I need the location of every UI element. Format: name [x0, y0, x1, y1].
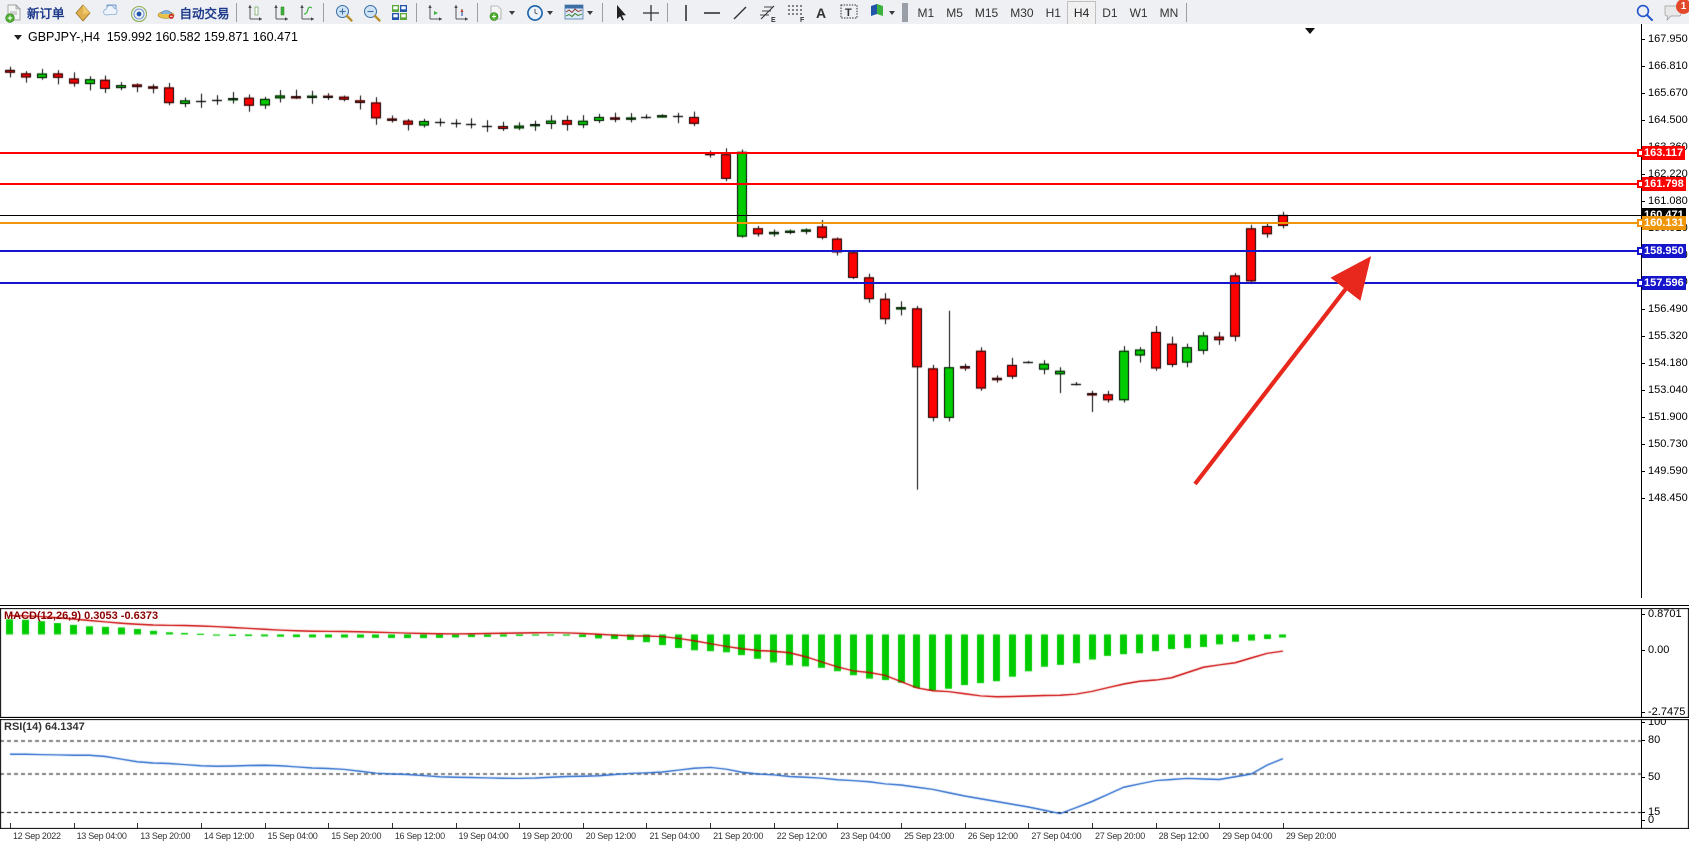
svg-text:F: F	[800, 17, 805, 23]
svg-text:T: T	[845, 7, 852, 19]
svg-text:E: E	[771, 17, 776, 23]
svg-text:A: A	[816, 5, 826, 21]
